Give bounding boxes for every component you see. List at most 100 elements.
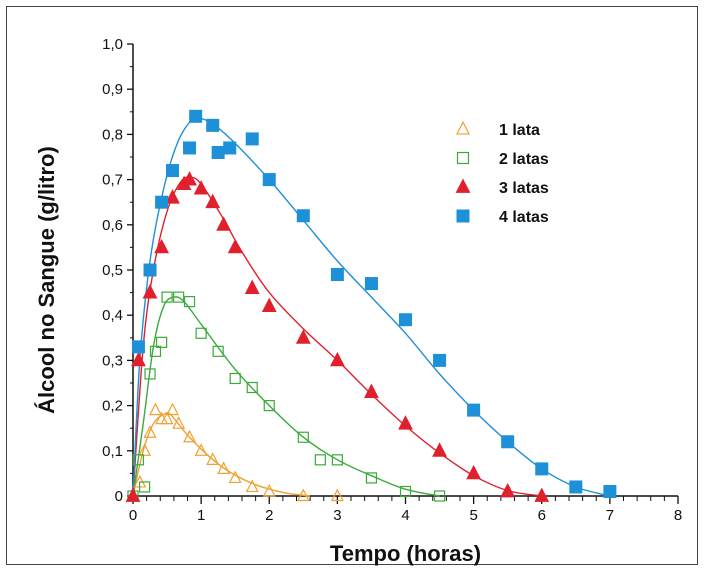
data-point-4-latas	[166, 164, 180, 178]
data-point-1-lata	[172, 416, 186, 429]
x-tick-label: 2	[265, 507, 273, 524]
data-point-3-latas	[125, 487, 141, 502]
data-point-2-latas	[229, 372, 241, 385]
data-point-3-latas	[466, 464, 482, 480]
data-point-4-latas	[569, 480, 583, 494]
data-point-2-latas	[138, 481, 151, 493]
x-tick-label: 3	[333, 507, 341, 524]
data-point-2-latas	[433, 490, 446, 502]
data-point-1-lata	[262, 483, 276, 497]
data-point-4-latas	[399, 313, 412, 327]
x-tick-label: 7	[606, 507, 614, 524]
data-point-4-latas	[535, 462, 549, 476]
data-point-3-latas	[534, 487, 550, 502]
data-point-2-latas	[132, 454, 145, 466]
data-point-3-latas	[182, 171, 197, 186]
y-tick-label: 0,3	[102, 352, 123, 369]
fit-curve-1-lata	[132, 412, 311, 497]
data-point-2-latas	[297, 431, 309, 443]
data-point-1-lata	[143, 425, 157, 438]
legend: 1 lata 2 latas 3 latas 4 latas	[455, 120, 549, 226]
legend-label: 3 latas	[499, 180, 549, 197]
x-tick-label: 8	[674, 507, 682, 524]
data-point-1-lata	[217, 461, 231, 474]
data-point-1-lata	[166, 402, 179, 416]
data-point-3-latas	[500, 482, 516, 498]
legend-label: 4 latas	[499, 209, 549, 226]
data-point-3-latas	[398, 415, 413, 430]
x-tick-label: 0	[129, 507, 137, 524]
data-point-4-latas	[330, 268, 344, 282]
fit-curves	[132, 117, 611, 497]
legend-marker	[456, 209, 470, 223]
y-tick-label: 0,9	[102, 81, 123, 98]
data-point-4-latas	[245, 132, 259, 146]
x-tick-label: 4	[401, 507, 409, 524]
x-tick-label: 1	[197, 507, 205, 524]
data-point-3-latas	[142, 284, 158, 299]
data-point-2-latas	[183, 296, 196, 308]
data-point-2-latas	[195, 327, 207, 339]
legend-label: 1 lata	[499, 122, 540, 139]
data-point-2-latas	[365, 472, 378, 484]
y-tick-label: 0	[115, 488, 123, 505]
data-point-4-latas	[467, 403, 481, 417]
y-tick-label: 0,1	[102, 443, 123, 460]
y-tick-label: 0,6	[102, 217, 123, 234]
data-point-2-latas	[149, 345, 162, 357]
data-point-4-latas	[603, 484, 617, 498]
data-point-1-lata	[206, 452, 220, 465]
data-point-2-latas	[156, 336, 168, 348]
axes: 0 0,1 0,2 0,3 0,4 0,5 0,6 0,7 0,8 0,9 1,0 0 1 2 3 4 5 6 7 8	[102, 36, 682, 524]
y-axis-title: Álcool no Sangue (g/litro)	[34, 146, 59, 414]
data-point-1-lata	[160, 411, 174, 425]
data-point-2-latas	[144, 368, 156, 380]
data-point-4-latas	[131, 340, 145, 354]
data-point-4-latas	[143, 263, 157, 277]
fit-curve-4-latas	[132, 117, 611, 497]
data-point-1-lata	[296, 488, 310, 502]
data-point-4-latas	[223, 141, 237, 155]
data-point-1-lata	[330, 488, 344, 502]
y-tick-label: 0,2	[102, 398, 123, 415]
data-point-3-latas	[432, 442, 447, 457]
data-point-4-latas	[501, 435, 515, 449]
data-point-2-latas	[212, 345, 224, 357]
data-point-2-latas	[314, 454, 326, 466]
y-tick-label: 0,5	[102, 262, 123, 279]
data-point-1-lata	[194, 443, 208, 456]
data-point-2-latas	[263, 400, 275, 412]
data-point-3-latas	[364, 383, 379, 398]
data-point-3-latas	[154, 238, 170, 254]
data-point-3-latas	[131, 351, 146, 367]
data-point-1-lata	[245, 479, 259, 493]
data-point-2-latas	[161, 291, 173, 303]
data-point-4-latas	[206, 118, 220, 132]
data-point-4-latas	[262, 173, 276, 187]
data-point-3-latas	[216, 216, 232, 231]
data-points	[125, 109, 617, 502]
legend-marker	[455, 178, 471, 193]
data-point-2-latas	[246, 381, 258, 394]
data-point-3-latas	[329, 351, 345, 367]
fit-curve-3-latas	[132, 176, 542, 497]
y-tick-label: 0,8	[102, 126, 123, 143]
data-point-4-latas	[155, 195, 169, 209]
data-point-3-latas	[295, 329, 311, 344]
data-point-4-latas	[433, 353, 447, 367]
data-point-1-lata	[138, 443, 152, 456]
data-point-2-latas	[331, 454, 343, 466]
data-point-2-latas	[399, 485, 412, 498]
data-point-4-latas	[364, 277, 378, 291]
data-point-3-latas	[227, 238, 243, 254]
x-tick-label: 5	[469, 507, 477, 524]
y-tick-label: 0,4	[102, 307, 123, 324]
data-point-1-lata	[183, 429, 197, 443]
chart-frame	[6, 6, 698, 565]
y-tick-label: 1,0	[102, 36, 123, 53]
legend-marker	[456, 151, 470, 165]
data-point-1-lata	[148, 402, 162, 416]
data-point-3-latas	[205, 193, 221, 209]
legend-label: 2 latas	[499, 151, 549, 168]
data-point-3-latas	[193, 180, 209, 195]
